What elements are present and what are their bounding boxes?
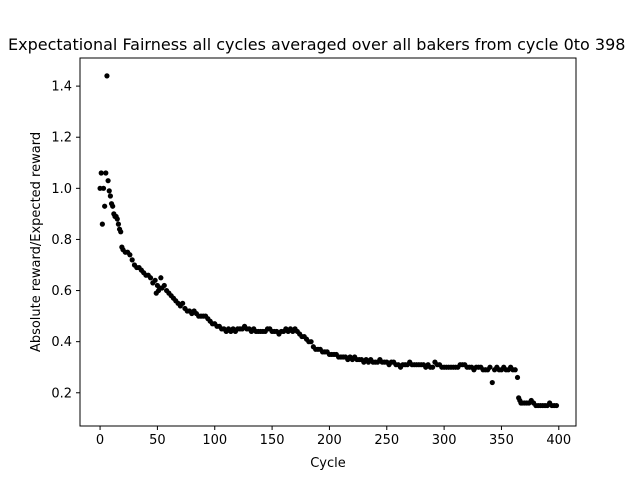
chart-title: Expectational Fairness all cycles averag… — [8, 35, 625, 54]
data-point — [147, 275, 154, 281]
y-tick-label: 0.4 — [51, 335, 72, 350]
data-point — [487, 364, 493, 370]
data-points — [97, 73, 560, 409]
data-point — [512, 367, 518, 373]
x-tick-label: 300 — [432, 433, 457, 448]
data-point — [514, 374, 521, 381]
data-point — [103, 170, 109, 176]
x-tick-label: 50 — [149, 433, 166, 448]
data-point — [127, 252, 133, 258]
data-point — [118, 229, 124, 235]
x-tick-label: 150 — [260, 433, 285, 448]
data-point — [99, 221, 105, 227]
data-point — [180, 300, 186, 306]
axis-ticks: 0 50 100 150 200 250 300 350 400 0.2 0.4 0.6 0.8 1.0 1… — [51, 80, 571, 448]
data-point — [553, 402, 560, 409]
y-tick-label: 1.0 — [51, 182, 72, 197]
plot-area — [79, 57, 577, 427]
data-point — [158, 275, 164, 281]
x-axis-label: Cycle — [310, 456, 346, 471]
x-tick-label: 200 — [317, 433, 342, 448]
x-tick-label: 350 — [489, 433, 514, 448]
data-point — [152, 277, 158, 283]
data-point — [114, 216, 120, 222]
y-axis-label: Absolute reward/Expected reward — [29, 132, 44, 352]
data-point — [98, 170, 104, 176]
data-point — [308, 339, 314, 345]
x-tick-label: 250 — [374, 433, 399, 448]
y-tick-label: 1.2 — [51, 131, 72, 146]
data-point — [107, 193, 113, 199]
data-point — [115, 221, 122, 227]
data-point — [430, 364, 436, 370]
x-tick-label: 0 — [96, 433, 104, 448]
y-tick-label: 0.6 — [51, 284, 72, 299]
data-point — [129, 257, 135, 263]
data-point — [161, 282, 167, 289]
data-point — [489, 379, 495, 386]
y-tick-label: 0.8 — [51, 233, 72, 248]
data-point — [102, 203, 108, 209]
y-tick-label: 1.4 — [51, 80, 72, 95]
data-point — [106, 188, 112, 194]
data-point — [110, 203, 116, 209]
data-point — [105, 178, 111, 184]
data-point — [100, 185, 107, 191]
y-tick-label: 0.2 — [51, 386, 72, 401]
x-tick-label: 100 — [202, 433, 227, 448]
x-tick-label: 400 — [546, 433, 571, 448]
data-point — [104, 73, 110, 79]
